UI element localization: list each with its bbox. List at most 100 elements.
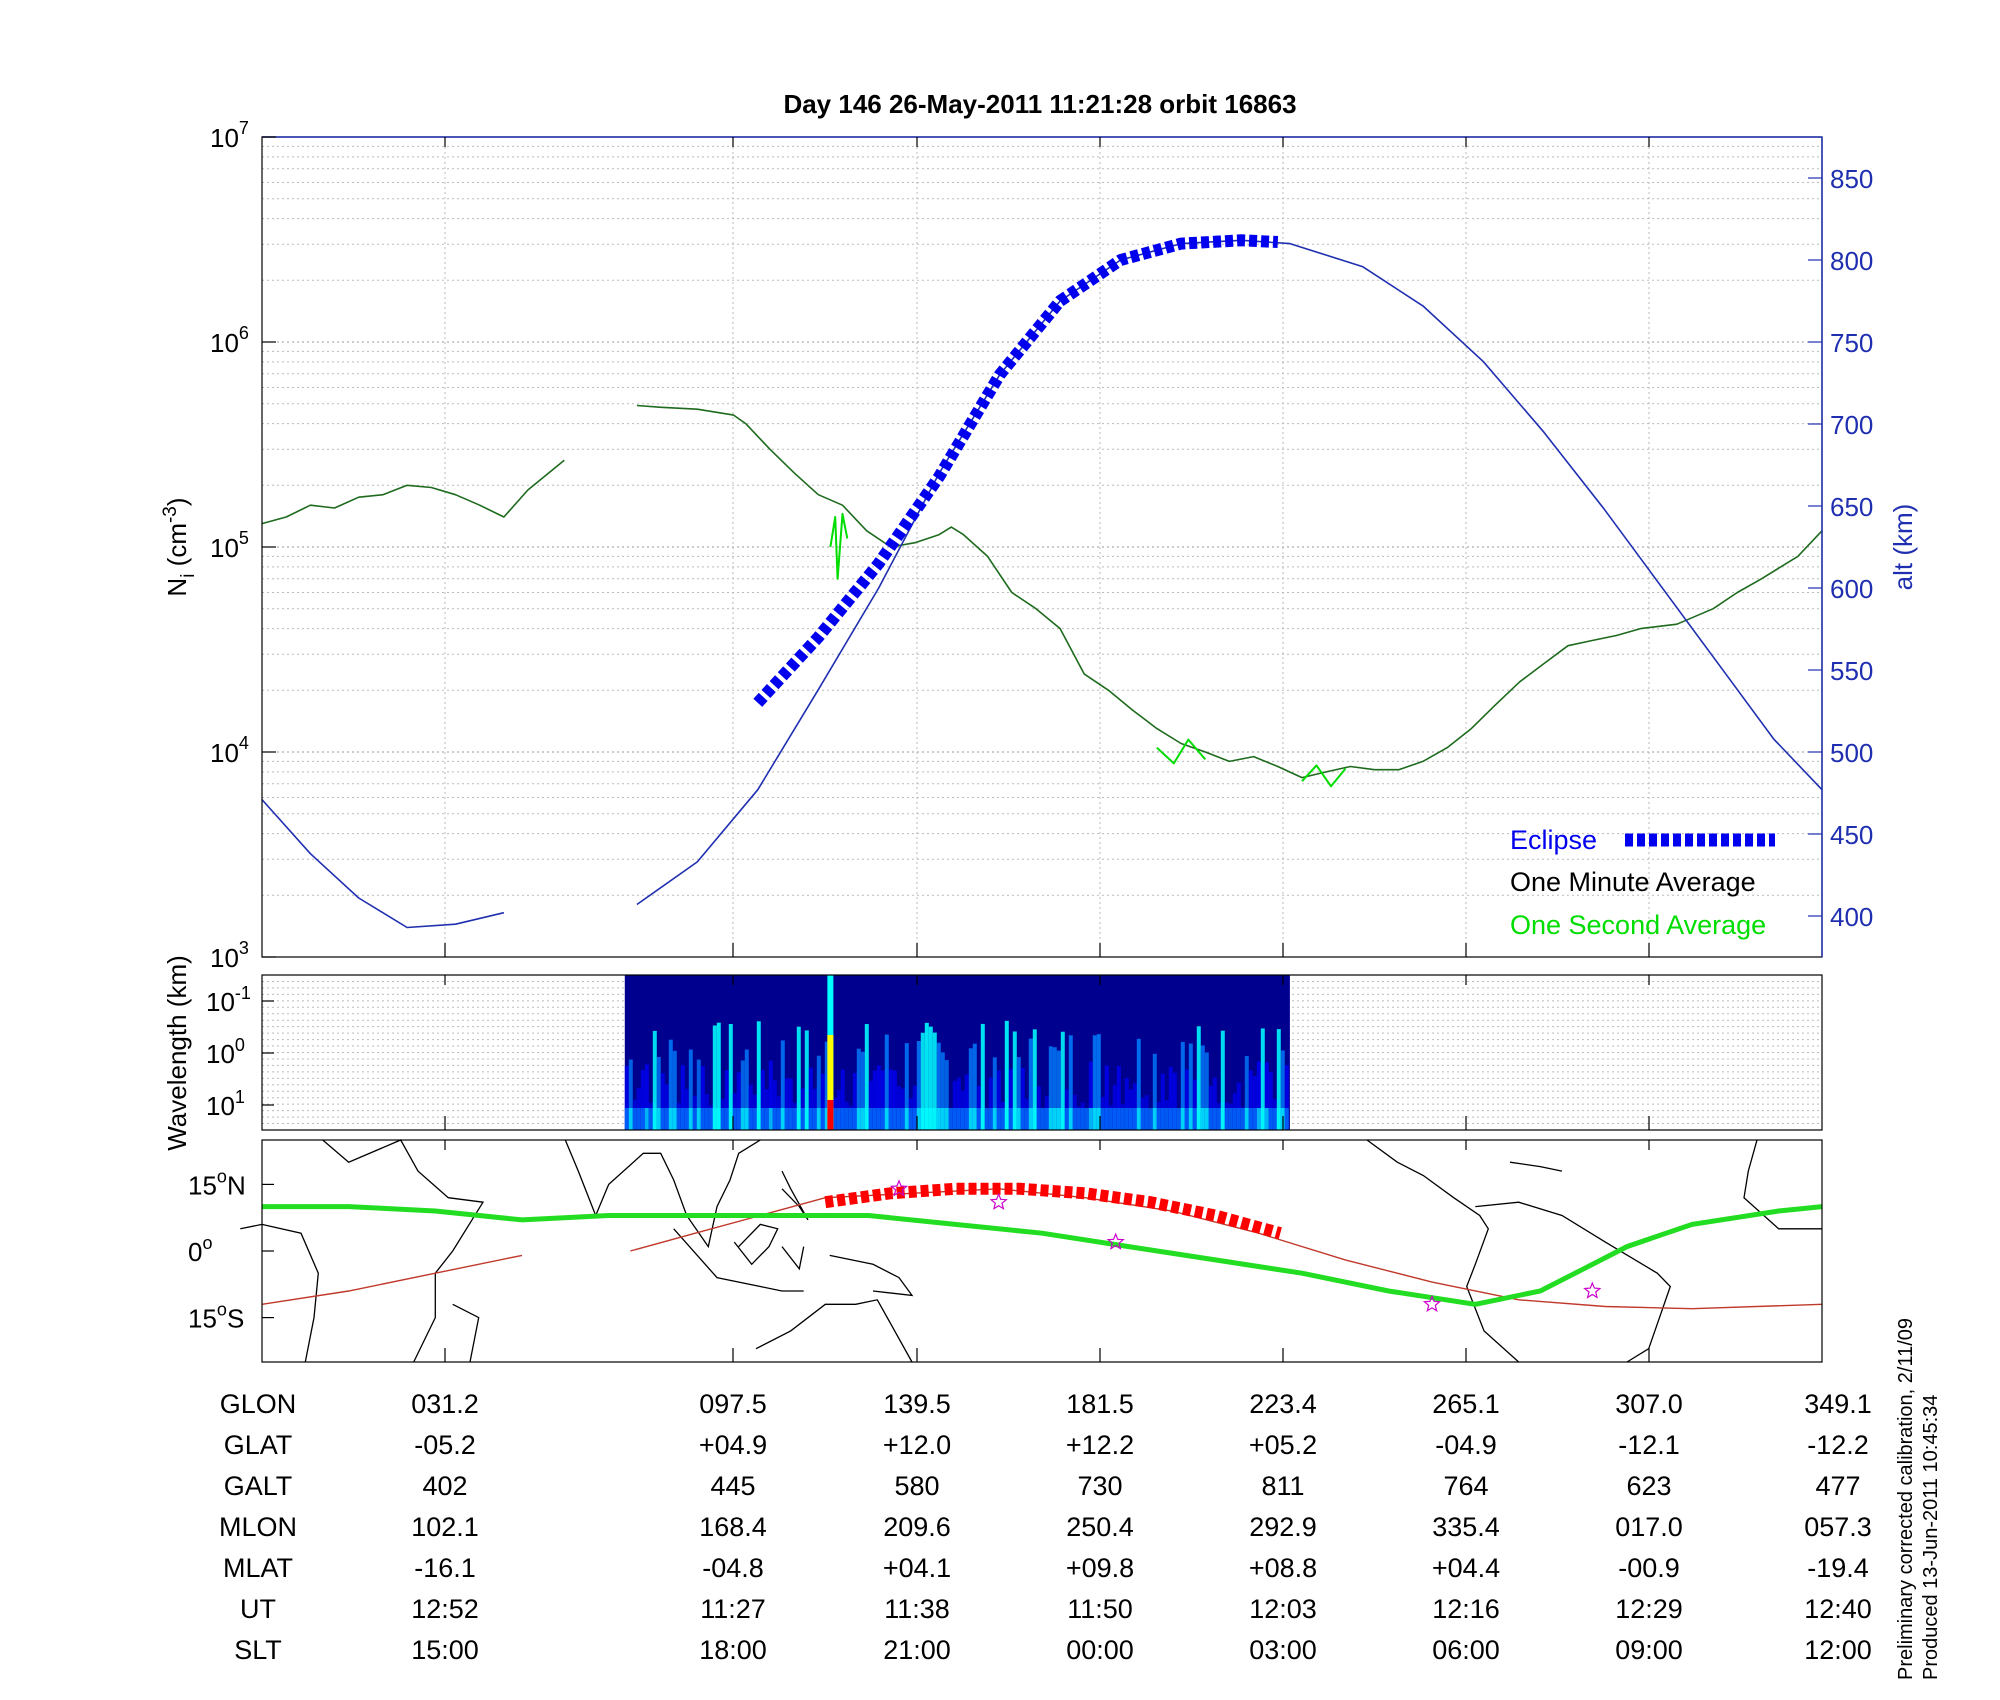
table-cell: 223.4 <box>1249 1389 1317 1419</box>
spectrogram-column <box>688 1049 693 1130</box>
legend-eclipse-label: Eclipse <box>1510 825 1597 855</box>
spectrogram-base <box>820 1108 825 1130</box>
density-y-tick-label: 106 <box>210 323 249 358</box>
spectrogram-base <box>1176 1108 1181 1130</box>
table-cell: -12.1 <box>1618 1430 1680 1460</box>
spectrogram-column <box>712 1025 717 1130</box>
spectrogram-column <box>968 1048 973 1130</box>
spectrogram-base <box>744 1108 749 1130</box>
spectrogram-column <box>1188 1043 1193 1130</box>
spectrogram-base <box>1120 1108 1125 1130</box>
eclipse-track <box>824 1182 1282 1239</box>
spectrogram-y-label: Wavelength (km) <box>162 955 192 1151</box>
spectrogram-column <box>724 1070 729 1130</box>
spectrogram-base <box>1220 1108 1225 1130</box>
table-cell: 102.1 <box>411 1512 479 1542</box>
spectrogram-base <box>952 1108 957 1130</box>
spectrogram-base <box>836 1108 841 1130</box>
spectrogram-base <box>1104 1108 1109 1130</box>
spectrogram-base <box>800 1108 805 1130</box>
spectrogram-column <box>856 1048 861 1130</box>
spectrogram-base <box>748 1108 753 1130</box>
spectrogram-column <box>816 1055 821 1130</box>
spectrogram-column <box>1208 1085 1213 1130</box>
footer-line-2: Produced 13-Jun-2011 10:45:34 <box>1920 1395 1942 1680</box>
table-cell: -05.2 <box>414 1430 476 1460</box>
spectrogram-base <box>728 1108 733 1130</box>
spectrogram-base <box>1212 1108 1217 1130</box>
spectrogram-column <box>644 1064 649 1130</box>
spectrogram-base <box>768 1108 773 1130</box>
spectrogram-column <box>1060 1031 1065 1130</box>
spectrogram-column <box>1052 1047 1057 1130</box>
table-row-label: GALT <box>224 1471 293 1501</box>
spectrogram-column <box>860 1051 865 1130</box>
spectrogram-base <box>860 1108 865 1130</box>
spectrogram-base <box>904 1108 909 1130</box>
spectrogram-base <box>1112 1108 1117 1130</box>
table-cell: 12:40 <box>1804 1594 1872 1624</box>
orbit-table: GLON 031.2 097.5 139.5 181.5 223.4 265.1 307.0 3… <box>219 1389 1872 1665</box>
spectrogram-base <box>660 1108 665 1130</box>
density-y-tick-label: 105 <box>210 528 249 563</box>
spectrogram-base <box>688 1108 693 1130</box>
spectrogram-base <box>912 1108 917 1130</box>
spectrogram-y-tick-label: 101 <box>206 1087 245 1121</box>
spectrogram-base <box>1092 1108 1097 1130</box>
altitude-y-tick-label: 550 <box>1830 656 1873 686</box>
spectrogram-base <box>1140 1108 1145 1130</box>
map-y-tick-label: 15oS <box>188 1300 244 1334</box>
spectrogram-column <box>1196 1026 1201 1130</box>
table-cell: -04.9 <box>1435 1430 1497 1460</box>
spectrogram-base <box>1152 1108 1157 1130</box>
spectrogram-base <box>668 1108 673 1130</box>
spectrogram-base <box>720 1108 725 1130</box>
table-cell: 03:00 <box>1249 1635 1317 1665</box>
spectrogram-column <box>728 1023 733 1130</box>
spectrogram-column <box>972 1043 977 1130</box>
spectrogram-base <box>1032 1108 1037 1130</box>
spectrogram-column <box>940 1052 945 1130</box>
spectrogram-base <box>1184 1108 1189 1130</box>
spectrogram-column <box>672 1050 677 1130</box>
spectrogram-base <box>964 1108 969 1130</box>
spectrogram-column <box>748 1084 753 1130</box>
spectrogram-base <box>796 1108 801 1130</box>
spectrogram-base <box>624 1108 629 1130</box>
spectrogram-base <box>816 1108 821 1130</box>
spectrogram-base <box>1096 1108 1101 1130</box>
spectrogram-column <box>1068 1035 1073 1130</box>
spectrogram-base <box>980 1108 985 1130</box>
spectrogram-base <box>1048 1108 1053 1130</box>
spectrogram-column <box>1256 1061 1261 1130</box>
table-row-label: SLT <box>234 1635 282 1665</box>
spectrogram-column <box>996 1070 1001 1130</box>
spectrogram-base <box>644 1108 649 1130</box>
table-cell: 730 <box>1077 1471 1122 1501</box>
table-cell: 12:03 <box>1249 1594 1317 1624</box>
spectrogram-column <box>976 1085 981 1130</box>
altitude-y-tick-label: 500 <box>1830 738 1873 768</box>
spectrogram-column <box>912 1085 917 1130</box>
spectrogram-column <box>1116 1066 1121 1130</box>
spectrogram-column <box>664 1084 669 1130</box>
table-cell: +04.1 <box>883 1553 951 1583</box>
table-cell: 265.1 <box>1432 1389 1500 1419</box>
spectrogram-x-ticks <box>444 975 1650 1130</box>
spectrogram-base <box>944 1108 949 1130</box>
spectrogram-base <box>756 1108 761 1130</box>
spectrogram-spike-core <box>827 1035 834 1130</box>
spectrogram-column <box>928 1026 933 1130</box>
table-cell: 764 <box>1443 1471 1488 1501</box>
table-cell: 292.9 <box>1249 1512 1317 1542</box>
spectrogram-column <box>780 1040 785 1130</box>
spectrogram-base <box>888 1108 893 1130</box>
density-series <box>261 234 1823 929</box>
altitude-y-tick-label: 400 <box>1830 902 1873 932</box>
spectrogram-column <box>1056 1050 1061 1130</box>
spectrogram-base <box>1012 1108 1017 1130</box>
spectrogram-base <box>1100 1108 1105 1130</box>
spectrogram-column <box>840 1069 845 1130</box>
spectrogram-base <box>1160 1108 1165 1130</box>
spectrogram-base <box>732 1108 737 1130</box>
